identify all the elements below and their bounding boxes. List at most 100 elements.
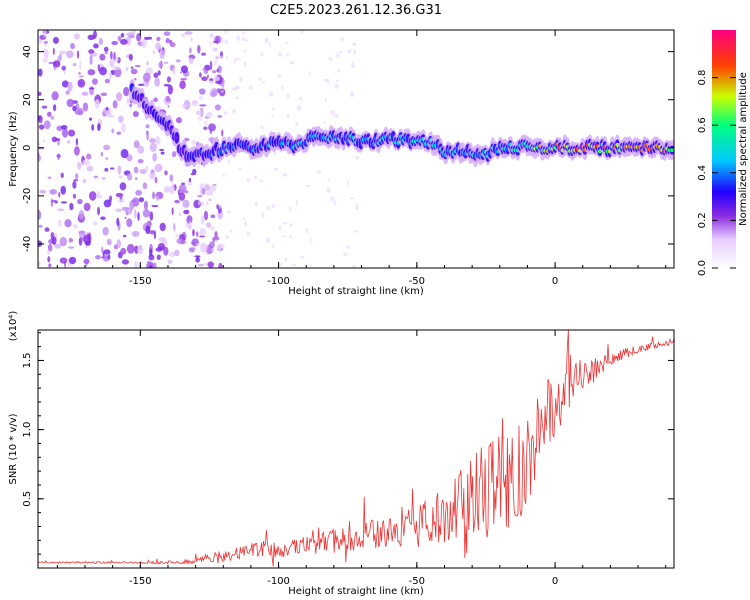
noise-blob	[128, 53, 133, 61]
noise-blob	[181, 33, 185, 38]
snr-xlabel: Height of straight line (km)	[288, 586, 424, 597]
noise-blob	[100, 151, 104, 157]
snr-ylabel: SNR (10 * v/v)	[8, 413, 19, 484]
noise-blob	[235, 57, 241, 61]
noise-blob	[144, 165, 149, 172]
noise-blob	[155, 195, 160, 201]
noise-blob	[218, 262, 223, 268]
noise-blob	[138, 197, 145, 203]
noise-blob	[241, 31, 246, 35]
noise-blob	[48, 263, 52, 268]
spectrogram-ticks: -150 -100 -50 0 -40 -20 0 20 40	[22, 30, 674, 287]
noise-blob	[103, 144, 111, 151]
noise-blob	[88, 191, 97, 201]
noise-blob	[155, 136, 161, 146]
noise-blob	[206, 222, 212, 228]
noise-blob	[246, 232, 251, 236]
noise-blob	[199, 242, 208, 253]
noise-blob	[99, 53, 106, 61]
noise-blob	[289, 206, 292, 212]
noise-blob	[52, 60, 61, 68]
noise-blob	[281, 85, 284, 91]
noise-blob	[65, 50, 74, 59]
noise-blob	[171, 207, 174, 215]
noise-blob	[148, 172, 156, 180]
noise-blob	[205, 111, 213, 118]
noise-blob	[100, 92, 108, 97]
noise-blob	[127, 173, 133, 181]
noise-blob	[68, 237, 74, 243]
noise-blob	[77, 161, 82, 170]
noise-blob	[78, 230, 86, 238]
noise-blob	[221, 129, 224, 137]
noise-blob	[190, 172, 194, 176]
noise-blob	[199, 201, 205, 207]
noise-blob	[142, 182, 148, 190]
noise-blob	[52, 47, 55, 55]
noise-blob	[343, 252, 348, 256]
noise-blob	[210, 214, 216, 219]
noise-blob	[258, 76, 263, 81]
noise-blob	[203, 70, 209, 74]
noise-blob	[213, 40, 219, 44]
noise-blob	[160, 151, 165, 155]
noise-blob	[72, 105, 77, 112]
noise-blob	[272, 243, 275, 249]
noise-blob	[224, 39, 229, 44]
noise-blob	[284, 257, 288, 262]
noise-blob	[60, 201, 68, 204]
noise-blob	[51, 91, 59, 101]
noise-blob	[204, 253, 209, 256]
noise-blob	[120, 38, 128, 45]
noise-blob	[326, 187, 331, 194]
noise-blob	[309, 237, 312, 244]
noise-blob	[282, 221, 288, 225]
noise-blob	[82, 178, 87, 184]
noise-blob	[120, 247, 127, 255]
noise-blob	[148, 265, 153, 268]
noise-blob	[43, 40, 49, 44]
noise-blob	[142, 209, 151, 218]
noise-blob	[101, 246, 104, 254]
noise-blob	[52, 36, 59, 44]
noise-blob	[209, 33, 214, 39]
noise-blob	[73, 224, 78, 229]
noise-blob	[235, 96, 240, 100]
noise-blob	[179, 80, 186, 90]
noise-blob	[88, 49, 95, 54]
noise-blob	[133, 77, 137, 81]
noise-blob	[82, 102, 89, 112]
noise-blob	[158, 61, 164, 69]
noise-blob	[60, 172, 64, 179]
noise-blob	[141, 38, 147, 49]
noise-blob	[105, 106, 109, 111]
noise-blob	[181, 103, 187, 108]
noise-blob	[83, 202, 91, 212]
noise-blob	[68, 129, 76, 137]
noise-blob	[129, 200, 135, 211]
colorbar-gradient	[712, 30, 736, 268]
noise-blob	[118, 175, 123, 179]
noise-blob	[75, 138, 79, 146]
noise-blob	[201, 52, 207, 56]
noise-blob	[57, 153, 60, 161]
noise-blob	[305, 184, 311, 188]
noise-blob	[203, 262, 208, 266]
noise-blob	[278, 224, 282, 231]
noise-blob	[209, 60, 213, 71]
noise-blob	[174, 249, 180, 257]
noise-blob	[117, 199, 125, 203]
noise-blob	[273, 151, 277, 156]
noise-blob	[109, 59, 115, 68]
noise-blob	[157, 242, 165, 251]
noise-blob	[93, 30, 97, 39]
noise-blob	[117, 35, 122, 42]
noise-blob	[145, 225, 151, 235]
noise-blob	[68, 256, 77, 265]
noise-blob	[337, 69, 341, 73]
noise-blob	[261, 212, 265, 218]
noise-blob	[42, 57, 48, 63]
noise-blob	[226, 210, 231, 214]
noise-blob	[203, 120, 208, 126]
noise-blob	[201, 76, 208, 82]
